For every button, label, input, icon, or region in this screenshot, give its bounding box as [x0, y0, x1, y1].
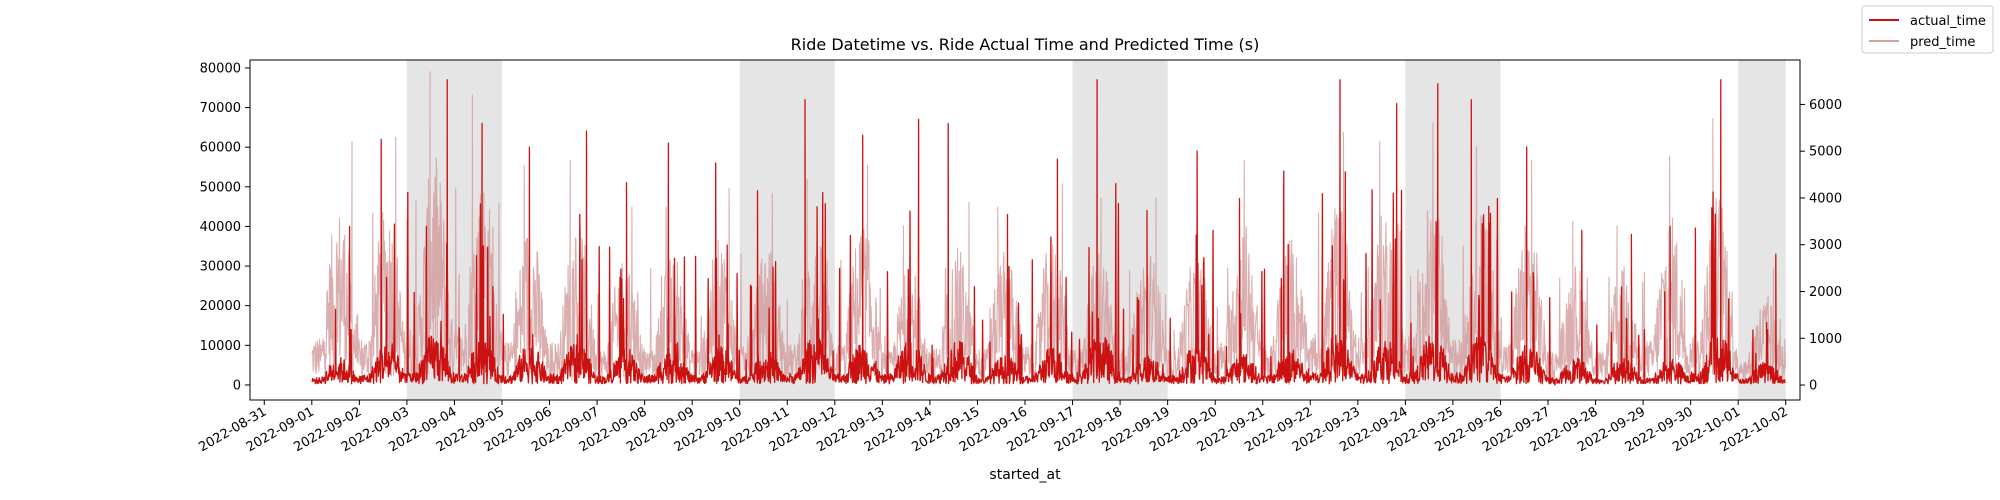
y-right-tick-label: 0: [1809, 379, 1817, 394]
y-left-tick-label: 20000: [200, 299, 241, 314]
y-left-tick-label: 0: [233, 378, 241, 393]
x-axis: 2022-08-312022-09-012022-09-022022-09-03…: [196, 400, 1791, 455]
y-left-tick-label: 60000: [200, 141, 241, 156]
series-actual-time: [311, 79, 1786, 386]
legend-label-actual-time: actual_time: [1910, 14, 1986, 29]
series-pred-time: [311, 71, 1786, 386]
y-left-tick-label: 10000: [200, 339, 241, 354]
y-right-tick-label: 6000: [1809, 98, 1842, 113]
series-line-actual_time: [311, 79, 1786, 386]
y-axis-left: 0 10000 20000 30000 40000 50000 60000 70000 8000…: [200, 61, 250, 393]
y-left-tick-label: 80000: [200, 61, 241, 76]
y-right-tick-label: 1000: [1809, 332, 1842, 347]
chart-title: Ride Datetime vs. Ride Actual Time and P…: [791, 35, 1260, 54]
y-left-tick-label: 40000: [200, 220, 241, 235]
y-left-tick-label: 50000: [200, 180, 241, 195]
y-right-tick-label: 4000: [1809, 191, 1842, 206]
y-left-tick-label: 30000: [200, 260, 241, 275]
legend-label-pred-time: pred_time: [1910, 35, 1975, 50]
y-axis-right: 0 1000 2000 3000 4000 5000 6000: [1800, 98, 1842, 394]
series-line-pred_time: [311, 71, 1786, 386]
y-right-tick-label: 3000: [1809, 238, 1842, 253]
legend: actual_time pred_time: [1861, 5, 1994, 54]
x-axis-label: started_at: [989, 467, 1061, 483]
y-right-tick-label: 5000: [1809, 145, 1842, 160]
y-right-tick-label: 2000: [1809, 285, 1842, 300]
y-left-tick-label: 70000: [200, 101, 241, 116]
